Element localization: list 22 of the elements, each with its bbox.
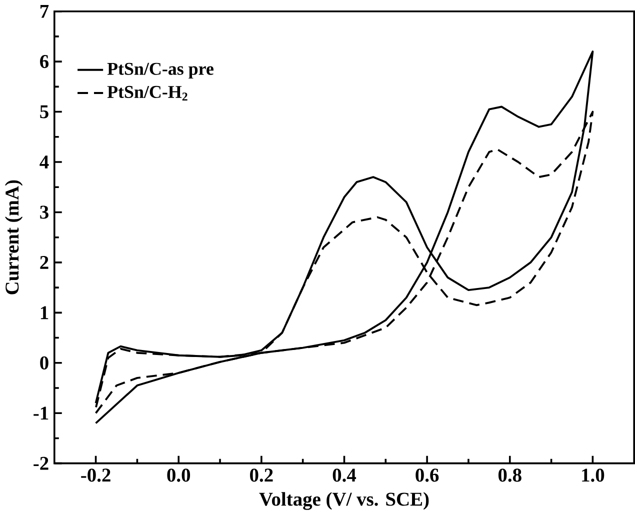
x-tick-label: 0.8 <box>498 468 522 482</box>
x-tick-label: 0.6 <box>416 468 439 482</box>
y-tick-label: 4 <box>40 156 49 168</box>
x-tick-label: 0.2 <box>250 468 273 482</box>
y-tick-label: -2 <box>34 456 48 470</box>
y-tick-label: -1 <box>34 406 48 420</box>
y-tick-label: 3 <box>40 206 48 219</box>
y-tick-label: 5 <box>40 105 48 118</box>
y-tick-label: 6 <box>40 55 49 68</box>
y-tick-label: 2 <box>40 256 48 269</box>
y-tick-label: 1 <box>40 306 48 320</box>
y-axis-title: Current (mA) <box>4 180 23 294</box>
legend-label: PtSn/C-H$_{2}$ <box>107 86 188 101</box>
x-tick-label: 1.0 <box>582 468 604 482</box>
legend-label: PtSn/C-as pre <box>107 62 214 79</box>
x-tick-label: -0.2 <box>81 468 110 482</box>
x-axis-title: Voltage (V/ vs. SCE) <box>259 492 429 510</box>
line-series <box>94 50 594 424</box>
y-tick-label: 7 <box>40 5 49 18</box>
x-tick-label: 0.4 <box>332 468 356 482</box>
x-tick-label: 0.0 <box>167 468 190 482</box>
y-tick-label: 0 <box>40 356 48 370</box>
